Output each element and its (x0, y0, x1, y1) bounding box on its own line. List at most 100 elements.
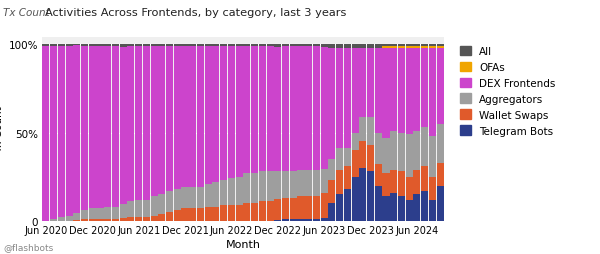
Bar (119, 45, 127, 48)
Bar (251, 47, 258, 173)
Bar (313, 45, 320, 47)
Bar (259, 172, 266, 202)
Bar (375, 49, 382, 133)
Bar (236, 205, 242, 221)
Bar (390, 47, 397, 49)
Bar (181, 47, 188, 187)
Bar (328, 181, 335, 203)
Bar (228, 45, 235, 47)
Text: @flashbots: @flashbots (3, 243, 53, 251)
Bar (437, 45, 443, 47)
Bar (382, 173, 389, 196)
Bar (344, 189, 351, 221)
Bar (367, 145, 374, 172)
Bar (390, 45, 397, 47)
Bar (359, 117, 367, 142)
Bar (320, 45, 328, 48)
Bar (359, 142, 367, 168)
Bar (143, 200, 150, 217)
Bar (305, 170, 312, 196)
Bar (181, 45, 188, 47)
Bar (251, 45, 258, 47)
Bar (336, 45, 343, 49)
Bar (205, 45, 212, 47)
Bar (398, 172, 405, 196)
Bar (228, 47, 235, 179)
Bar (282, 219, 289, 221)
Bar (336, 170, 343, 195)
Bar (112, 219, 119, 221)
Bar (151, 45, 158, 47)
Bar (320, 169, 328, 194)
Bar (112, 47, 119, 207)
Bar (421, 49, 428, 128)
Bar (274, 48, 281, 171)
Bar (112, 45, 119, 47)
Bar (205, 207, 212, 221)
Bar (89, 45, 96, 47)
Bar (174, 189, 181, 210)
Bar (65, 45, 73, 47)
Bar (413, 170, 421, 195)
Bar (274, 199, 281, 220)
Bar (437, 49, 443, 124)
Bar (97, 45, 104, 47)
Bar (143, 217, 150, 221)
Bar (174, 45, 181, 47)
Bar (236, 45, 242, 47)
Bar (336, 149, 343, 170)
Text: Tx Count: Tx Count (3, 8, 50, 18)
Bar (282, 45, 289, 47)
Bar (367, 49, 374, 117)
Bar (429, 177, 436, 200)
Bar (65, 216, 73, 221)
Bar (382, 47, 389, 49)
Bar (259, 45, 266, 47)
Text: Activities Across Frontends, by category, last 3 years: Activities Across Frontends, by category… (45, 8, 346, 18)
Bar (151, 196, 158, 216)
Bar (236, 177, 242, 205)
Bar (166, 45, 173, 47)
Bar (437, 124, 443, 163)
Bar (413, 49, 421, 131)
Bar (290, 172, 297, 198)
Bar (166, 47, 173, 191)
X-axis label: Month: Month (226, 239, 260, 249)
Bar (189, 187, 196, 209)
Bar (73, 213, 80, 220)
Bar (352, 151, 359, 177)
Bar (290, 219, 297, 221)
Bar (197, 209, 204, 221)
Bar (282, 47, 289, 172)
Bar (236, 47, 242, 177)
Bar (65, 47, 73, 216)
Bar (429, 49, 436, 137)
Y-axis label: Tx Count: Tx Count (0, 106, 4, 153)
Bar (104, 47, 111, 207)
Bar (174, 47, 181, 189)
Bar (266, 202, 274, 221)
Bar (127, 217, 134, 221)
Bar (43, 45, 49, 47)
Bar (328, 160, 335, 181)
Bar (151, 216, 158, 221)
Bar (429, 45, 436, 47)
Bar (97, 47, 104, 209)
Bar (382, 196, 389, 221)
Bar (189, 45, 196, 47)
Bar (73, 220, 80, 221)
Bar (197, 45, 204, 47)
Bar (282, 172, 289, 198)
Bar (244, 203, 250, 221)
Bar (266, 45, 274, 47)
Bar (352, 49, 359, 133)
Bar (266, 172, 274, 202)
Bar (406, 45, 413, 47)
Bar (413, 131, 421, 170)
Bar (375, 165, 382, 186)
Bar (320, 194, 328, 218)
Bar (158, 45, 166, 47)
Bar (406, 49, 413, 135)
Bar (181, 209, 188, 221)
Bar (328, 49, 335, 160)
